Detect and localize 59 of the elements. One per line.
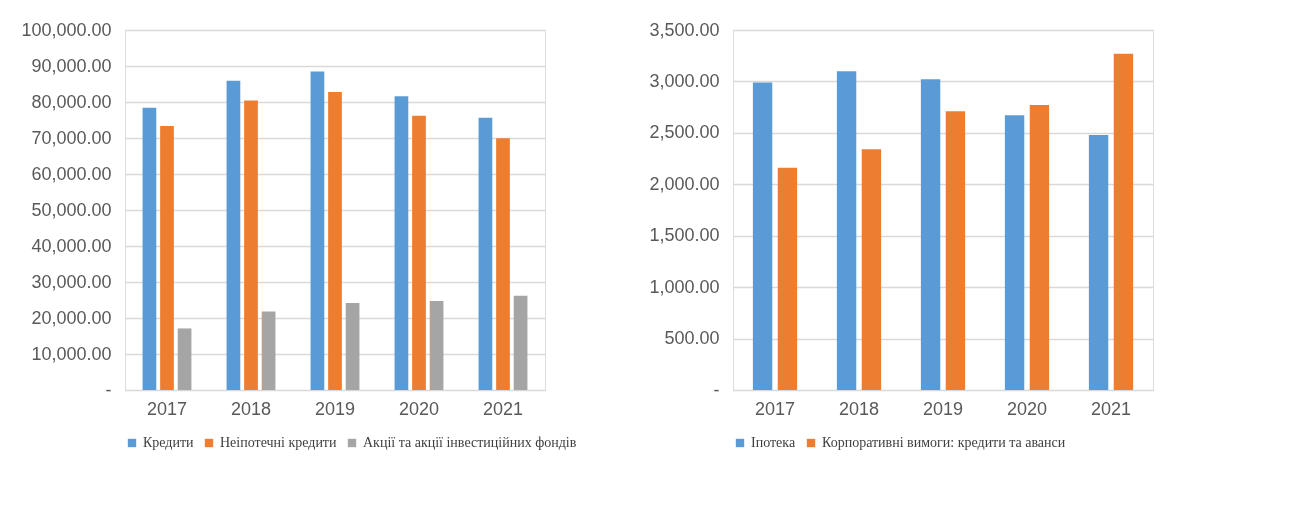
bar (478, 117, 493, 390)
legend-label: Корпоративні вимоги: кредити та аванси (822, 435, 1066, 450)
bar (777, 167, 798, 390)
legend-label: Іпотека (751, 435, 796, 450)
bar (1004, 115, 1025, 390)
x-tick-label: 2018 (230, 398, 272, 419)
y-tick-label: 1,000.00 (649, 276, 720, 297)
y-tick-label: 2,500.00 (649, 122, 720, 143)
y-tick-label: 1,500.00 (649, 225, 720, 246)
y-tick-label: 90,000.00 (31, 55, 112, 76)
bar (142, 107, 157, 390)
bar (496, 138, 510, 390)
x-tick-label: 2019 (922, 398, 964, 419)
y-tick-label: 40,000.00 (31, 235, 112, 256)
y-tick-label: 100,000.00 (21, 19, 112, 40)
y-tick-label: 10,000.00 (31, 343, 112, 364)
bar (752, 82, 773, 390)
x-tick-label: 2021 (482, 398, 524, 419)
bar (345, 302, 360, 390)
y-tick-label: 2,000.00 (649, 173, 720, 194)
y-tick-label: 50,000.00 (31, 199, 112, 220)
bar (226, 80, 241, 390)
bar (160, 126, 174, 390)
bar (513, 295, 528, 390)
bar (945, 111, 966, 390)
y-tick-label: 30,000.00 (31, 271, 112, 292)
y-tick-label: - (105, 379, 112, 400)
y-tick-label: 20,000.00 (31, 307, 112, 328)
x-tick-label: 2021 (1090, 398, 1132, 419)
bar (394, 96, 409, 390)
legend-label: Кредити (143, 435, 195, 450)
bar (177, 328, 192, 390)
x-tick-label: 2018 (838, 398, 880, 419)
legend-label: Акції та акції інвестиційних фондів (363, 435, 577, 450)
x-tick-label: 2019 (314, 398, 356, 419)
x-tick-label: 2020 (398, 398, 440, 419)
bar (244, 100, 258, 390)
bar (861, 149, 882, 390)
bar (836, 71, 857, 390)
y-tick-label: - (713, 379, 720, 400)
y-tick-label: 3,000.00 (649, 70, 720, 91)
bar (328, 91, 342, 390)
y-tick-label: 70,000.00 (31, 127, 112, 148)
bar (920, 79, 941, 390)
bar (412, 115, 426, 390)
y-tick-label: 60,000.00 (31, 163, 112, 184)
y-tick-label: 500.00 (664, 328, 720, 349)
y-tick-label: 3,500.00 (649, 19, 720, 40)
x-tick-label: 2017 (146, 398, 188, 419)
x-tick-label: 2020 (1006, 398, 1048, 419)
bar (429, 301, 444, 390)
legend-label: Неіпотечні кредити (220, 435, 337, 450)
bar (261, 311, 276, 390)
x-tick-label: 2017 (754, 398, 796, 419)
bar (1113, 53, 1134, 390)
bar (1029, 105, 1050, 390)
bar (1088, 134, 1109, 390)
bar (310, 71, 325, 390)
y-tick-label: 80,000.00 (31, 91, 112, 112)
